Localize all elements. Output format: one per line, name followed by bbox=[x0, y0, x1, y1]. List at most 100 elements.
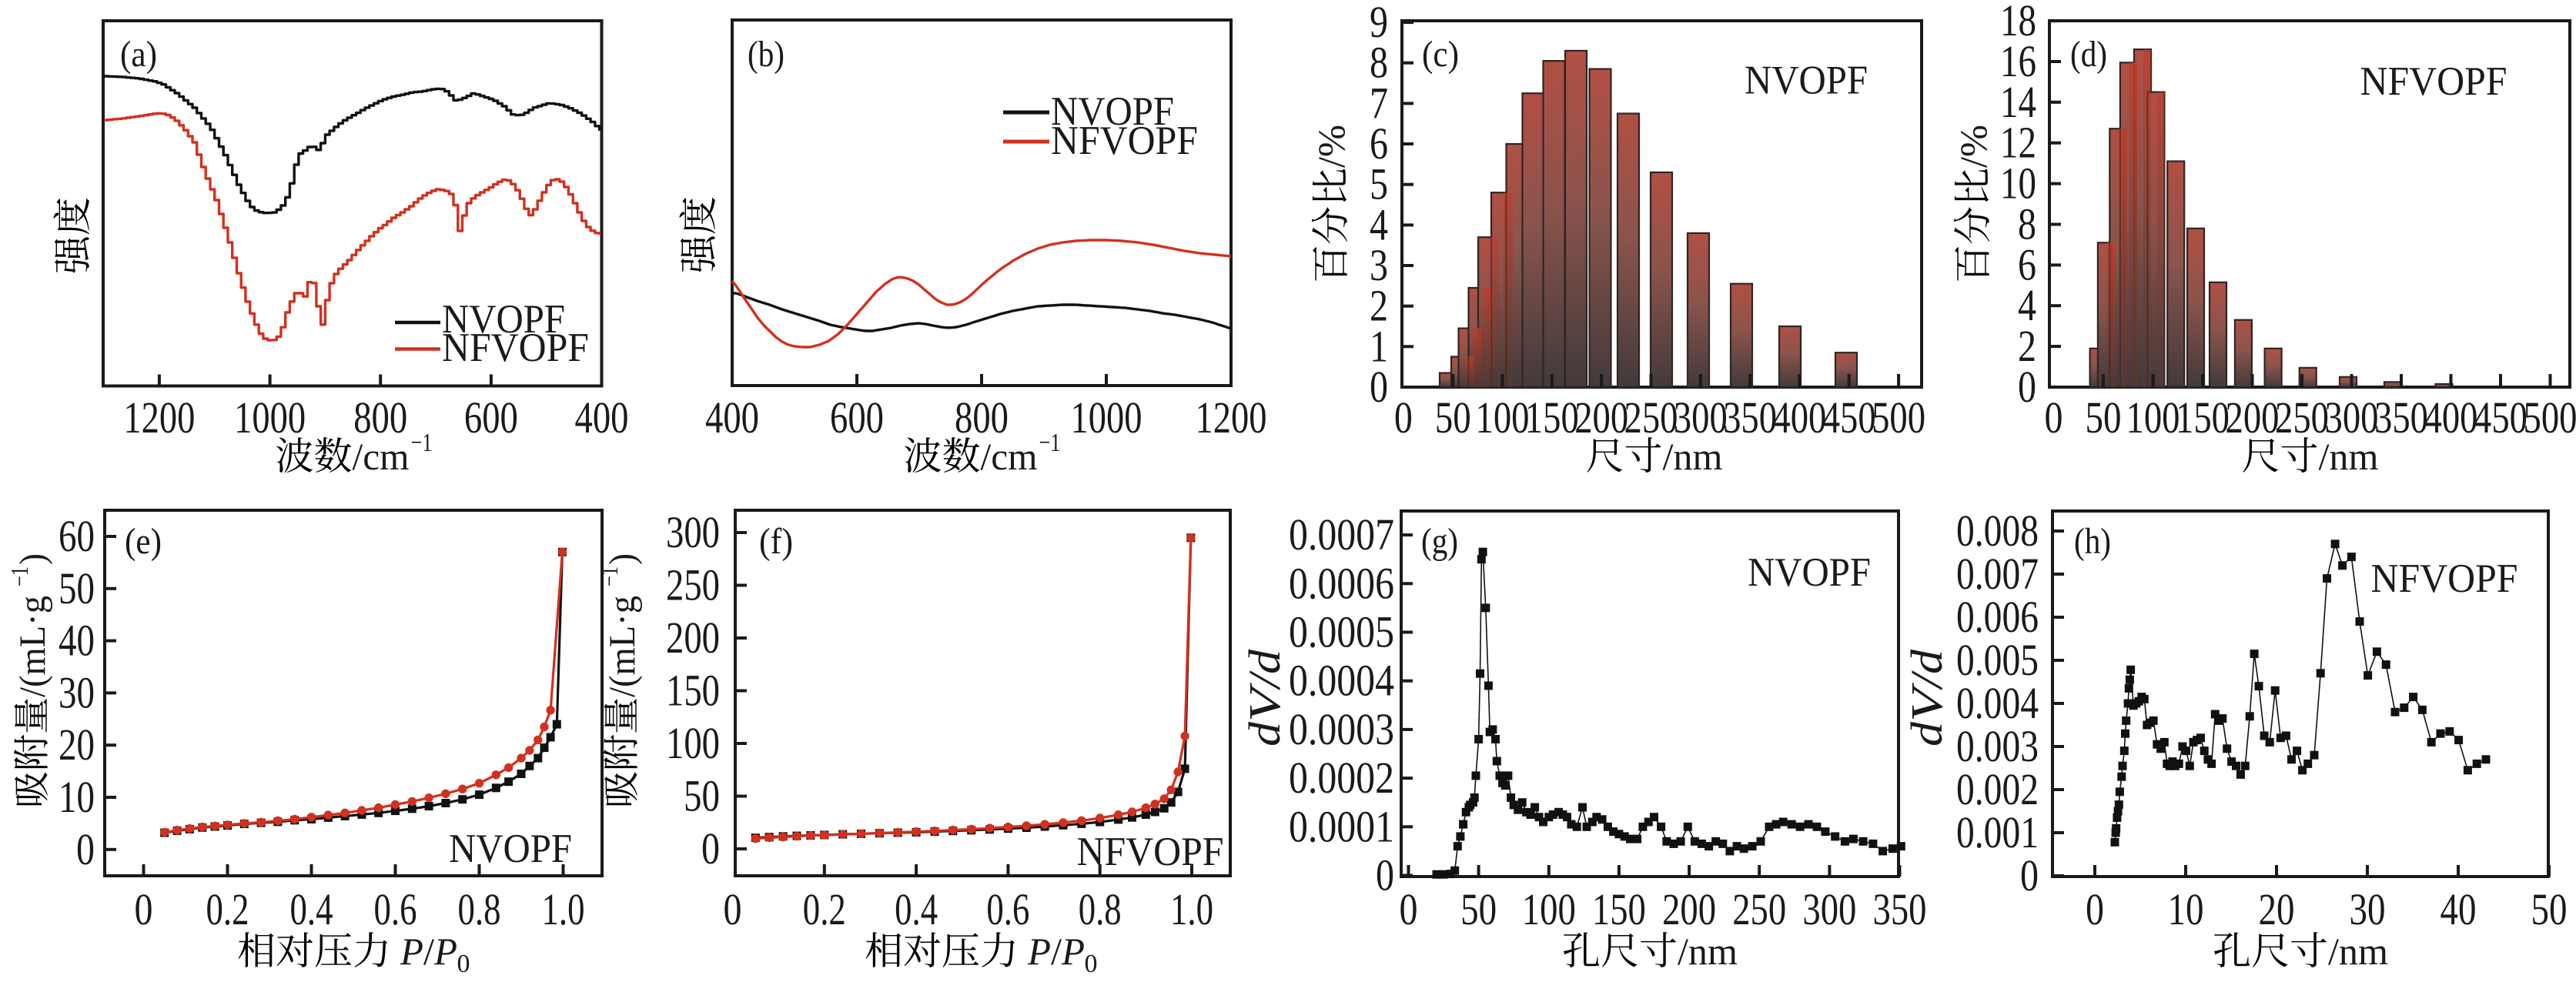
svg-text:NVOPF: NVOPF bbox=[449, 827, 572, 871]
svg-text:300: 300 bbox=[1674, 392, 1728, 443]
svg-text:800: 800 bbox=[353, 392, 407, 443]
svg-text:(h): (h) bbox=[2074, 521, 2111, 562]
svg-text:0.8: 0.8 bbox=[458, 884, 501, 934]
svg-text:(e): (e) bbox=[125, 521, 162, 562]
svg-text:8: 8 bbox=[2018, 199, 2036, 249]
svg-text:18: 18 bbox=[2000, 0, 2036, 45]
svg-text:NFVOPF: NFVOPF bbox=[1077, 830, 1224, 874]
svg-text:/: / bbox=[423, 930, 434, 973]
svg-text:NFVOPF: NFVOPF bbox=[2371, 556, 2518, 601]
svg-text:d: d bbox=[1902, 721, 1952, 747]
svg-text:100: 100 bbox=[1522, 884, 1576, 934]
svg-text:500: 500 bbox=[1872, 392, 1925, 443]
svg-text:/cm: /cm bbox=[981, 435, 1038, 478]
svg-text:50: 50 bbox=[1435, 392, 1471, 443]
svg-text:16: 16 bbox=[2000, 36, 2036, 86]
svg-text:0: 0 bbox=[457, 950, 470, 978]
svg-text:−1: −1 bbox=[5, 566, 33, 586]
svg-text:0.004: 0.004 bbox=[1956, 678, 2039, 728]
svg-text:(d): (d) bbox=[2070, 34, 2107, 75]
svg-text:150: 150 bbox=[1525, 392, 1579, 443]
svg-text:(f): (f) bbox=[759, 521, 793, 562]
svg-text:600: 600 bbox=[830, 392, 884, 443]
svg-text:(c): (c) bbox=[1422, 34, 1459, 75]
svg-text:6: 6 bbox=[1370, 119, 1388, 169]
svg-text:/cm: /cm bbox=[353, 435, 410, 478]
svg-text:1200: 1200 bbox=[123, 392, 195, 443]
svg-text:): ) bbox=[602, 553, 643, 565]
svg-text:0: 0 bbox=[1394, 392, 1413, 443]
svg-text:800: 800 bbox=[955, 392, 1009, 443]
svg-text:5: 5 bbox=[1370, 159, 1388, 209]
svg-text:P: P bbox=[433, 930, 457, 973]
svg-text:350: 350 bbox=[1723, 392, 1777, 443]
svg-text:200: 200 bbox=[1662, 884, 1716, 934]
svg-text:40: 40 bbox=[59, 616, 95, 666]
svg-text:100: 100 bbox=[666, 718, 720, 768]
svg-text:0.0006: 0.0006 bbox=[1289, 558, 1394, 608]
svg-text:150: 150 bbox=[2176, 392, 2230, 443]
svg-text:4: 4 bbox=[1370, 199, 1388, 249]
svg-text:40: 40 bbox=[2441, 884, 2477, 934]
svg-text:(g): (g) bbox=[1421, 521, 1458, 562]
svg-text:P: P bbox=[1061, 930, 1085, 973]
svg-text:/nm: /nm bbox=[2328, 930, 2388, 973]
svg-text:200: 200 bbox=[666, 613, 720, 663]
svg-text:300: 300 bbox=[666, 507, 720, 557]
svg-text:0: 0 bbox=[2086, 884, 2104, 934]
svg-text:V: V bbox=[1902, 682, 1952, 722]
svg-text:300: 300 bbox=[2325, 392, 2379, 443]
svg-text:50: 50 bbox=[2531, 884, 2568, 934]
svg-text:400: 400 bbox=[575, 392, 629, 443]
svg-text:3: 3 bbox=[1370, 240, 1388, 290]
svg-text:P: P bbox=[1027, 930, 1051, 973]
svg-text:0: 0 bbox=[1376, 850, 1394, 900]
svg-text:50: 50 bbox=[1460, 884, 1497, 934]
svg-text:7: 7 bbox=[1370, 78, 1388, 128]
svg-text:0: 0 bbox=[2020, 850, 2039, 900]
svg-text:): ) bbox=[12, 553, 53, 565]
svg-text:2: 2 bbox=[1370, 281, 1388, 331]
svg-text:/: / bbox=[1051, 930, 1062, 973]
svg-text:1000: 1000 bbox=[1071, 392, 1142, 443]
svg-text:0.001: 0.001 bbox=[1956, 807, 2039, 857]
svg-text:100: 100 bbox=[2126, 392, 2180, 443]
svg-text:−1: −1 bbox=[595, 566, 623, 586]
svg-text:450: 450 bbox=[1822, 392, 1876, 443]
svg-text:0.6: 0.6 bbox=[374, 884, 417, 934]
svg-text:/nm: /nm bbox=[1663, 435, 1723, 478]
svg-text:20: 20 bbox=[2259, 884, 2295, 934]
svg-text:0.4: 0.4 bbox=[290, 884, 333, 934]
svg-text:14: 14 bbox=[2000, 77, 2036, 127]
svg-text:/nm: /nm bbox=[1678, 930, 1738, 973]
svg-text:60: 60 bbox=[59, 511, 95, 561]
svg-text:d: d bbox=[1902, 649, 1952, 674]
svg-text:0.2: 0.2 bbox=[206, 884, 249, 934]
svg-text:(a): (a) bbox=[120, 34, 157, 75]
svg-text:0.0003: 0.0003 bbox=[1289, 704, 1394, 754]
svg-text:1000: 1000 bbox=[234, 392, 306, 443]
svg-text:500: 500 bbox=[2524, 392, 2576, 443]
svg-text:250: 250 bbox=[666, 560, 720, 610]
svg-text:0.6: 0.6 bbox=[986, 884, 1029, 934]
svg-text:0: 0 bbox=[701, 823, 720, 873]
svg-text:/%: /% bbox=[1310, 125, 1353, 168]
svg-text:450: 450 bbox=[2474, 392, 2527, 443]
svg-text:/%: /% bbox=[1952, 125, 1995, 168]
svg-text:1200: 1200 bbox=[1196, 392, 1267, 443]
svg-text:0.4: 0.4 bbox=[895, 884, 938, 934]
svg-text:0: 0 bbox=[135, 884, 153, 934]
svg-text:0.008: 0.008 bbox=[1956, 506, 2039, 556]
svg-text:V: V bbox=[1239, 682, 1290, 722]
svg-text:0.0007: 0.0007 bbox=[1289, 509, 1394, 559]
svg-text:1: 1 bbox=[1370, 321, 1388, 371]
svg-text:2: 2 bbox=[2018, 321, 2036, 371]
svg-text:(b): (b) bbox=[748, 34, 785, 75]
svg-text:50: 50 bbox=[59, 563, 95, 613]
svg-text:0.005: 0.005 bbox=[1956, 635, 2039, 685]
svg-text:200: 200 bbox=[2226, 392, 2280, 443]
svg-text:0.2: 0.2 bbox=[803, 884, 846, 934]
svg-text:250: 250 bbox=[1732, 884, 1786, 934]
svg-text:0: 0 bbox=[2018, 362, 2036, 412]
svg-text:6: 6 bbox=[2018, 239, 2036, 289]
